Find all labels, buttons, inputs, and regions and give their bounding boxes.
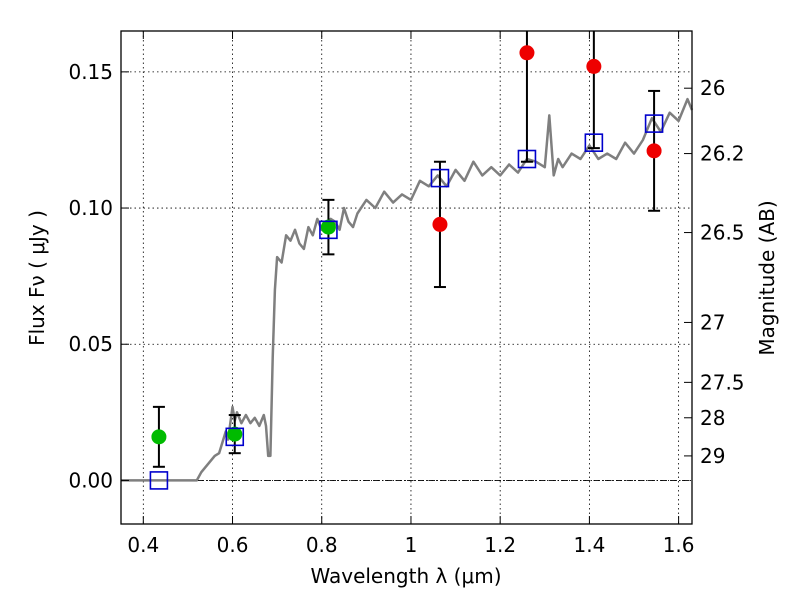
y-tick-label: 0.05: [68, 332, 113, 356]
x-axis-label: Wavelength λ (μm): [310, 564, 501, 588]
model-square-marker: [225, 427, 245, 447]
model-square-marker: [644, 114, 664, 133]
model-square-marker: [149, 471, 169, 490]
red-points-marker: [432, 216, 448, 232]
data-points: [149, 31, 664, 490]
model-square-marker: [319, 220, 338, 240]
grid-lines: [121, 31, 692, 524]
right-tick-label: 27.5: [700, 370, 745, 394]
y-tick-label: 0.00: [68, 468, 113, 492]
x-tick-label: 0.6: [217, 533, 249, 557]
model-square-marker: [430, 168, 450, 188]
x-tick-label: 0.8: [306, 533, 338, 557]
red-points-marker: [646, 143, 662, 159]
y-axis-label-left: Flux Fν ( μJy ): [25, 210, 49, 346]
right-tick-label: 28: [700, 406, 725, 430]
plot-frame: [120, 30, 693, 525]
x-tick-label: 1.2: [484, 533, 516, 557]
right-tick-label: 26.5: [700, 221, 745, 245]
red-points-marker: [519, 45, 535, 61]
model-square-marker: [584, 133, 604, 152]
right-tick-label: 26.2: [700, 142, 745, 166]
x-tick-label: 0.4: [127, 533, 159, 557]
green-points-marker: [227, 426, 243, 442]
y-tick-label: 0.10: [68, 196, 113, 220]
x-tick-label: 1.6: [663, 533, 695, 557]
spectrum-line: [121, 97, 694, 482]
x-tick-label: 1.4: [573, 533, 605, 557]
y-tick-label: 0.15: [68, 60, 113, 84]
model-spectrum: [121, 97, 694, 482]
model-square-marker: [517, 149, 537, 169]
x-tick-label: 1: [405, 533, 418, 557]
y-axis-label-right: Magnitude (AB): [755, 200, 779, 355]
right-tick-label: 29: [700, 444, 725, 468]
axis-ticks: 0.4 0.6 0.8 1 1.2 1.4 1.6 0.00 0.05 0.10 0.15 26 26.…: [68, 31, 745, 557]
red-points-marker: [586, 58, 602, 74]
green-points-marker: [320, 219, 336, 235]
right-tick-label: 26: [700, 76, 725, 100]
green-points-marker: [151, 429, 167, 445]
right-tick-label: 27: [700, 310, 725, 334]
